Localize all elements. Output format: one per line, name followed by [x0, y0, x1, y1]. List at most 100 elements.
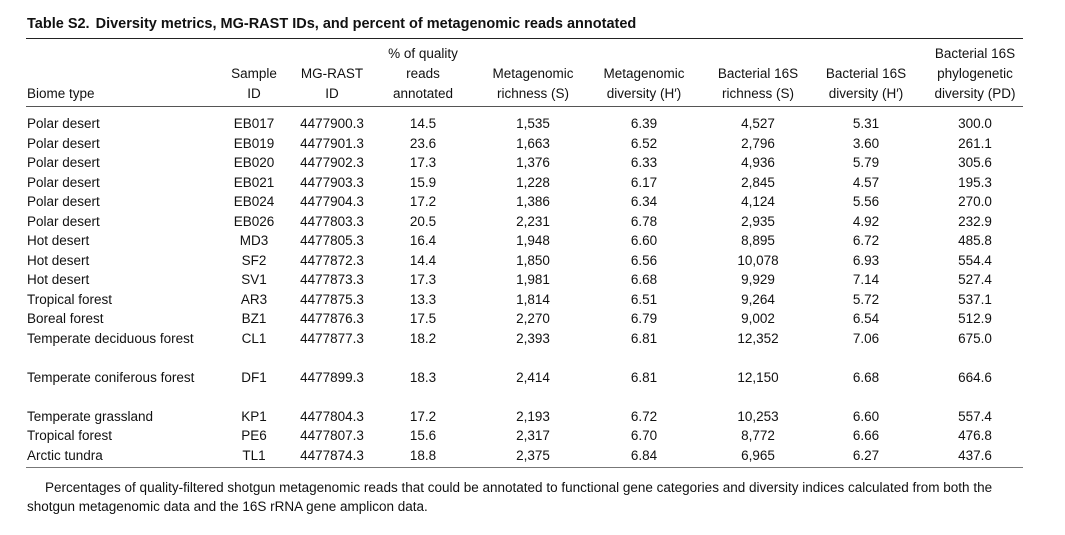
cell-pct: 23.6	[409, 135, 437, 151]
cell-biome: Polar desert	[27, 135, 100, 151]
cell-mgrast: 4477903.3	[300, 174, 364, 190]
cell-sample: PE6	[241, 428, 267, 443]
cell-pd: 664.6	[958, 369, 992, 385]
cell-bdiv: 6.93	[852, 252, 880, 268]
cell-mgrast: 4477803.3	[300, 213, 364, 229]
cell-bdiv: 6.60	[852, 408, 880, 424]
cell-pd: 476.8	[958, 428, 992, 443]
cell-brich: 4,936	[741, 155, 775, 170]
column-header-line: diversity (H′)	[828, 86, 904, 101]
cell-mgrast: 4477807.3	[300, 428, 364, 443]
column-header-line: Metagenomic	[492, 66, 574, 81]
column-header-line: ID	[325, 86, 339, 101]
cell-sample: BZ1	[241, 311, 267, 326]
cell-mdiv: 6.34	[630, 194, 658, 209]
cell-biome: Boreal forest	[27, 311, 104, 326]
cell-brich: 2,796	[741, 135, 775, 151]
cell-mrich: 2,193	[516, 408, 550, 424]
cell-mrich: 1,850	[516, 252, 550, 268]
column-header-mdiv: Metagenomic diversity (H′)	[589, 44, 699, 104]
cell-mrich: 2,317	[516, 428, 550, 443]
cell-sample: SF2	[241, 252, 267, 268]
cell-brich: 10,253	[737, 408, 779, 424]
cell-pd: 527.4	[958, 272, 992, 287]
cell-sample: DF1	[241, 369, 267, 385]
cell-biome: Hot desert	[27, 272, 90, 287]
cell-pct: 17.2	[409, 194, 437, 209]
cell-pd: 554.4	[958, 252, 992, 268]
column-header-line: Bacterial 16S	[717, 66, 799, 81]
cell-brich: 9,002	[741, 311, 775, 326]
cell-mgrast: 4477902.3	[300, 155, 364, 170]
column-header-pd: Bacterial 16S phylogenetic diversity (PD)	[920, 44, 1030, 104]
cell-mdiv: 6.60	[630, 233, 658, 248]
cell-mdiv: 6.39	[630, 116, 658, 131]
column-header-line: MG-RAST	[300, 66, 364, 81]
cell-mdiv: 6.81	[630, 369, 658, 385]
cell-biome: Arctic tundra	[27, 447, 103, 463]
cell-mrich: 1,814	[516, 291, 550, 307]
cell-mrich: 2,231	[516, 213, 550, 229]
cell-mgrast: 4477872.3	[300, 252, 364, 268]
cell-mrich: 1,535	[516, 116, 550, 131]
cell-pd: 557.4	[958, 408, 992, 424]
cell-bdiv: 7.14	[852, 272, 880, 287]
cell-mdiv: 6.79	[630, 311, 658, 326]
cell-mdiv: 6.17	[630, 174, 658, 190]
cell-mgrast: 4477805.3	[300, 233, 364, 248]
cell-sample: KP1	[241, 408, 267, 424]
table-label: Table S2.	[27, 16, 90, 32]
cell-pd: 512.9	[958, 311, 992, 326]
column-header-line: reads	[406, 66, 440, 81]
cell-pct: 14.5	[409, 116, 437, 131]
cell-mgrast: 4477899.3	[300, 369, 364, 385]
cell-brich: 4,124	[741, 194, 775, 209]
cell-bdiv: 6.27	[852, 447, 880, 463]
cell-pd: 305.6	[958, 155, 992, 170]
cell-pd: 675.0	[958, 330, 992, 346]
cell-mdiv: 6.84	[630, 447, 658, 463]
cell-sample: CL1	[241, 330, 267, 346]
header-rule	[26, 106, 1023, 107]
cell-biome: Hot desert	[27, 233, 90, 248]
column-header-line: Biome type	[27, 86, 95, 101]
cell-bdiv: 6.54	[852, 311, 880, 326]
cell-mdiv: 6.51	[630, 291, 658, 307]
cell-brich: 8,772	[741, 428, 775, 443]
cell-biome: Polar desert	[27, 116, 100, 131]
top-rule	[26, 38, 1023, 39]
cell-mrich: 2,270	[516, 311, 550, 326]
cell-sample: EB020	[233, 155, 275, 170]
column-header-mgrast: MG-RAST ID	[277, 44, 387, 104]
column-header-brich: Bacterial 16S richness (S)	[703, 44, 813, 104]
cell-pd: 300.0	[958, 116, 992, 131]
cell-pd: 195.3	[958, 174, 992, 190]
cell-mgrast: 4477904.3	[300, 194, 364, 209]
cell-bdiv: 7.06	[852, 330, 880, 346]
cell-bdiv: 5.56	[852, 194, 880, 209]
cell-brich: 9,264	[741, 291, 775, 307]
cell-mdiv: 6.33	[630, 155, 658, 170]
cell-pct: 17.5	[409, 311, 437, 326]
cell-sample: EB019	[233, 135, 275, 151]
cell-pd: 537.1	[958, 291, 992, 307]
cell-biome: Polar desert	[27, 155, 100, 170]
cell-pct: 15.6	[409, 428, 437, 443]
cell-bdiv: 6.68	[852, 369, 880, 385]
cell-pct: 17.3	[409, 272, 437, 287]
cell-sample: EB017	[233, 116, 275, 131]
cell-biome: Polar desert	[27, 213, 100, 229]
column-header-line: phylogenetic	[937, 66, 1013, 81]
column-header-line: % of quality	[388, 46, 458, 61]
cell-biome: Polar desert	[27, 194, 100, 209]
cell-pct: 17.2	[409, 408, 437, 424]
cell-mdiv: 6.68	[630, 272, 658, 287]
cell-mgrast: 4477874.3	[300, 447, 364, 463]
column-header-line: diversity (PD)	[934, 86, 1016, 101]
cell-pd: 261.1	[958, 135, 992, 151]
cell-bdiv: 5.31	[852, 116, 880, 131]
cell-pd: 232.9	[958, 213, 992, 229]
column-header-line: Sample	[231, 66, 277, 81]
cell-pd: 485.8	[958, 233, 992, 248]
